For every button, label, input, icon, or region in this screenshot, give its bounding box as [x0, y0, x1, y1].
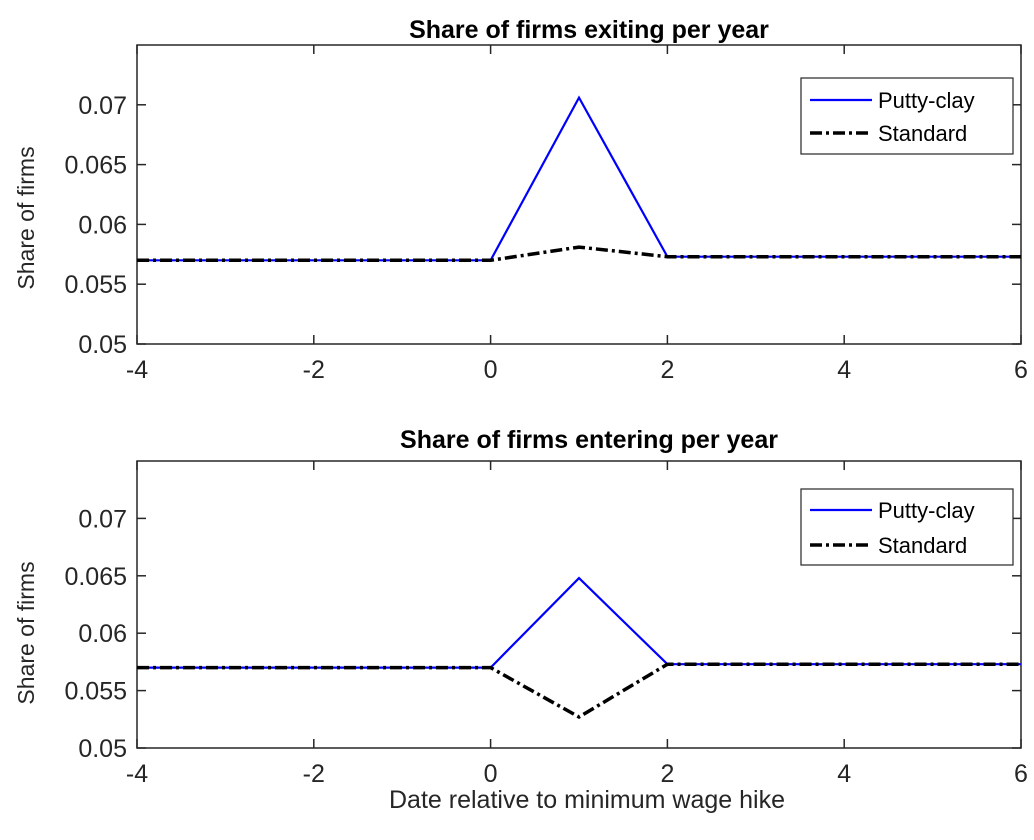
x-tick-label-exiting: -4 [126, 356, 148, 384]
x-tick-label-entering: 0 [484, 760, 498, 788]
legend-box-entering [800, 488, 1014, 566]
series-line-standard-entering [137, 662, 1021, 720]
x-tick-label-exiting: 4 [837, 356, 851, 384]
x-tick-label-entering: 2 [660, 760, 674, 788]
x-tick-label-exiting: 2 [660, 356, 674, 384]
x-axis-label: Date relative to minimum wage hike [389, 786, 785, 814]
y-tick-label-exiting: 0.065 [64, 152, 127, 180]
chart-title-exiting: Share of firms exiting per year [409, 16, 769, 44]
x-tick-label-entering: 6 [1014, 760, 1028, 788]
x-tick-label-exiting: -2 [303, 356, 325, 384]
y-tick-label-exiting: 0.07 [78, 92, 127, 120]
legend-label-standard-exiting: Standard [878, 121, 967, 146]
chart-entering: Share of firms entering per year Share o… [13, 426, 1028, 814]
series-lines-entering [137, 576, 1021, 720]
legend-label-standard-entering: Standard [878, 533, 967, 558]
legend-entering: Putty-clay Standard [800, 488, 1014, 566]
series-line-standard-exiting [137, 245, 1021, 263]
y-axis-label-exiting: Share of firms [13, 146, 39, 289]
x-tick-label-exiting: 6 [1014, 356, 1028, 384]
legend-exiting: Putty-clay Standard [800, 77, 1014, 155]
y-tick-label-entering: 0.06 [78, 620, 127, 648]
legend-label-putty-clay-exiting: Putty-clay [878, 88, 975, 113]
x-tick-label-entering: -4 [126, 760, 148, 788]
chart-title-entering: Share of firms entering per year [400, 426, 778, 454]
y-tick-label-exiting: 0.055 [64, 271, 127, 299]
legend-label-putty-clay-entering: Putty-clay [878, 498, 975, 523]
x-tick-label-entering: -2 [303, 760, 325, 788]
legend-box-exiting [800, 77, 1014, 155]
y-tick-label-entering: 0.07 [78, 505, 127, 533]
x-tick-label-entering: 4 [837, 760, 851, 788]
ticks-exiting: -4 -2 0 2 4 6 0.05 0.055 0.06 0.065 0.07 [64, 45, 1028, 384]
series-lines-exiting [137, 95, 1021, 263]
x-tick-label-exiting: 0 [484, 356, 498, 384]
chart-exiting: Share of firms exiting per year Share of… [13, 16, 1028, 384]
y-tick-label-entering: 0.05 [78, 735, 127, 763]
ticks-entering: -4 -2 0 2 4 6 0.05 0.055 0.06 0.065 0.07 [64, 461, 1028, 788]
y-tick-label-exiting: 0.05 [78, 331, 127, 359]
y-tick-label-entering: 0.055 [64, 678, 127, 706]
y-tick-label-exiting: 0.06 [78, 211, 127, 239]
y-axis-label-entering: Share of firms [13, 561, 39, 704]
y-tick-label-entering: 0.065 [64, 563, 127, 591]
